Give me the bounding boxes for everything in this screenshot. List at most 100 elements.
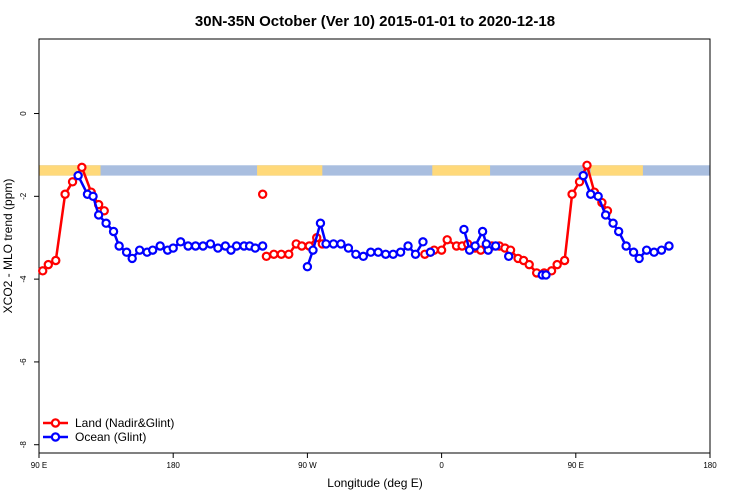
data-point	[343, 243, 354, 253]
x-axis-ticks: 90 E 180 90 W 0 90 E 180	[31, 453, 717, 470]
data-point	[257, 241, 268, 251]
data-point	[641, 245, 652, 255]
land-band-segment	[257, 165, 323, 176]
data-point	[403, 241, 413, 251]
ocean-band	[39, 165, 710, 176]
legend-marker	[50, 432, 61, 442]
data-point	[127, 253, 137, 264]
data-point	[351, 249, 361, 259]
data-point	[205, 239, 216, 249]
data-point	[418, 237, 428, 247]
data-point	[336, 239, 346, 249]
data-point	[410, 249, 421, 259]
data-point	[315, 218, 326, 228]
data-point	[477, 226, 488, 237]
data-point	[321, 239, 331, 249]
data-point	[600, 210, 611, 220]
data-point	[190, 241, 201, 251]
x-tick-label: 90 E	[568, 461, 584, 470]
land-ocean-band	[39, 165, 710, 176]
series	[73, 170, 674, 280]
data-point	[656, 245, 667, 255]
data-point	[634, 253, 644, 264]
data-point	[582, 160, 592, 170]
data-point	[213, 243, 223, 253]
series-layer	[38, 160, 674, 280]
x-tick-label: 0	[439, 461, 444, 470]
y-axis-ticks: 0 -2 -4 -6 -8	[19, 111, 39, 449]
data-point	[388, 249, 398, 259]
y-tick-label: -6	[19, 358, 28, 366]
data-point	[470, 241, 480, 251]
data-point	[328, 239, 339, 249]
x-axis-label: Longitude (deg E)	[327, 476, 422, 490]
data-point	[121, 247, 132, 257]
data-point	[88, 191, 98, 202]
data-point	[297, 241, 307, 251]
data-point	[168, 243, 178, 253]
data-point	[38, 266, 48, 276]
data-point	[250, 243, 260, 253]
data-point	[552, 259, 562, 270]
data-point	[77, 162, 87, 173]
land-band-segment	[590, 165, 643, 176]
data-point	[302, 262, 313, 272]
data-point	[147, 245, 158, 255]
data-point	[436, 245, 447, 255]
data-point	[524, 259, 534, 270]
data-point	[593, 191, 603, 202]
legend-label: Land (Nadir&Glint)	[75, 416, 174, 430]
data-point	[231, 241, 242, 251]
data-point	[366, 247, 376, 257]
data-point	[67, 177, 78, 187]
data-point	[380, 249, 391, 259]
data-point	[628, 247, 639, 257]
x-tick-label: 180	[167, 461, 181, 470]
y-axis-label: XCO2 - MLO trend (ppm)	[1, 179, 15, 314]
data-point	[490, 241, 501, 251]
data-point	[43, 259, 54, 270]
data-point	[373, 247, 383, 257]
data-point	[269, 249, 279, 259]
data-point	[198, 241, 208, 251]
data-point	[308, 245, 318, 255]
y-tick-label: -2	[19, 192, 28, 200]
chart-title: 30N-35N October (Ver 10) 2015-01-01 to 2…	[195, 13, 555, 30]
data-point	[51, 255, 61, 266]
data-point	[567, 189, 577, 199]
data-point	[578, 170, 588, 181]
data-point	[261, 251, 272, 262]
data-point	[559, 255, 570, 266]
data-point	[586, 189, 596, 199]
data-point	[175, 237, 186, 247]
data-point	[114, 241, 124, 251]
data-point	[608, 218, 618, 228]
data-point	[358, 251, 369, 262]
data-point	[481, 239, 492, 249]
data-point	[459, 224, 469, 235]
plot-area-frame	[38, 38, 711, 454]
x-tick-label: 90 E	[31, 461, 47, 470]
legend-marker	[50, 418, 61, 428]
data-point	[93, 210, 104, 220]
data-point	[425, 247, 436, 257]
data-point	[649, 247, 659, 257]
data-point	[541, 270, 551, 280]
data-point	[613, 226, 624, 237]
data-point	[621, 241, 631, 251]
data-point	[108, 226, 119, 237]
land-band-segment	[39, 165, 101, 176]
y-tick-label: -4	[19, 275, 28, 283]
data-point	[101, 218, 111, 228]
data-point	[183, 241, 193, 251]
land-band-segment	[432, 165, 491, 176]
data-point	[257, 189, 268, 199]
data-point	[134, 245, 145, 255]
series	[38, 160, 613, 278]
data-point	[60, 189, 70, 199]
data-point	[276, 249, 287, 259]
data-point	[395, 247, 406, 257]
data-point	[664, 241, 674, 251]
y-tick-label: -8	[19, 441, 28, 449]
